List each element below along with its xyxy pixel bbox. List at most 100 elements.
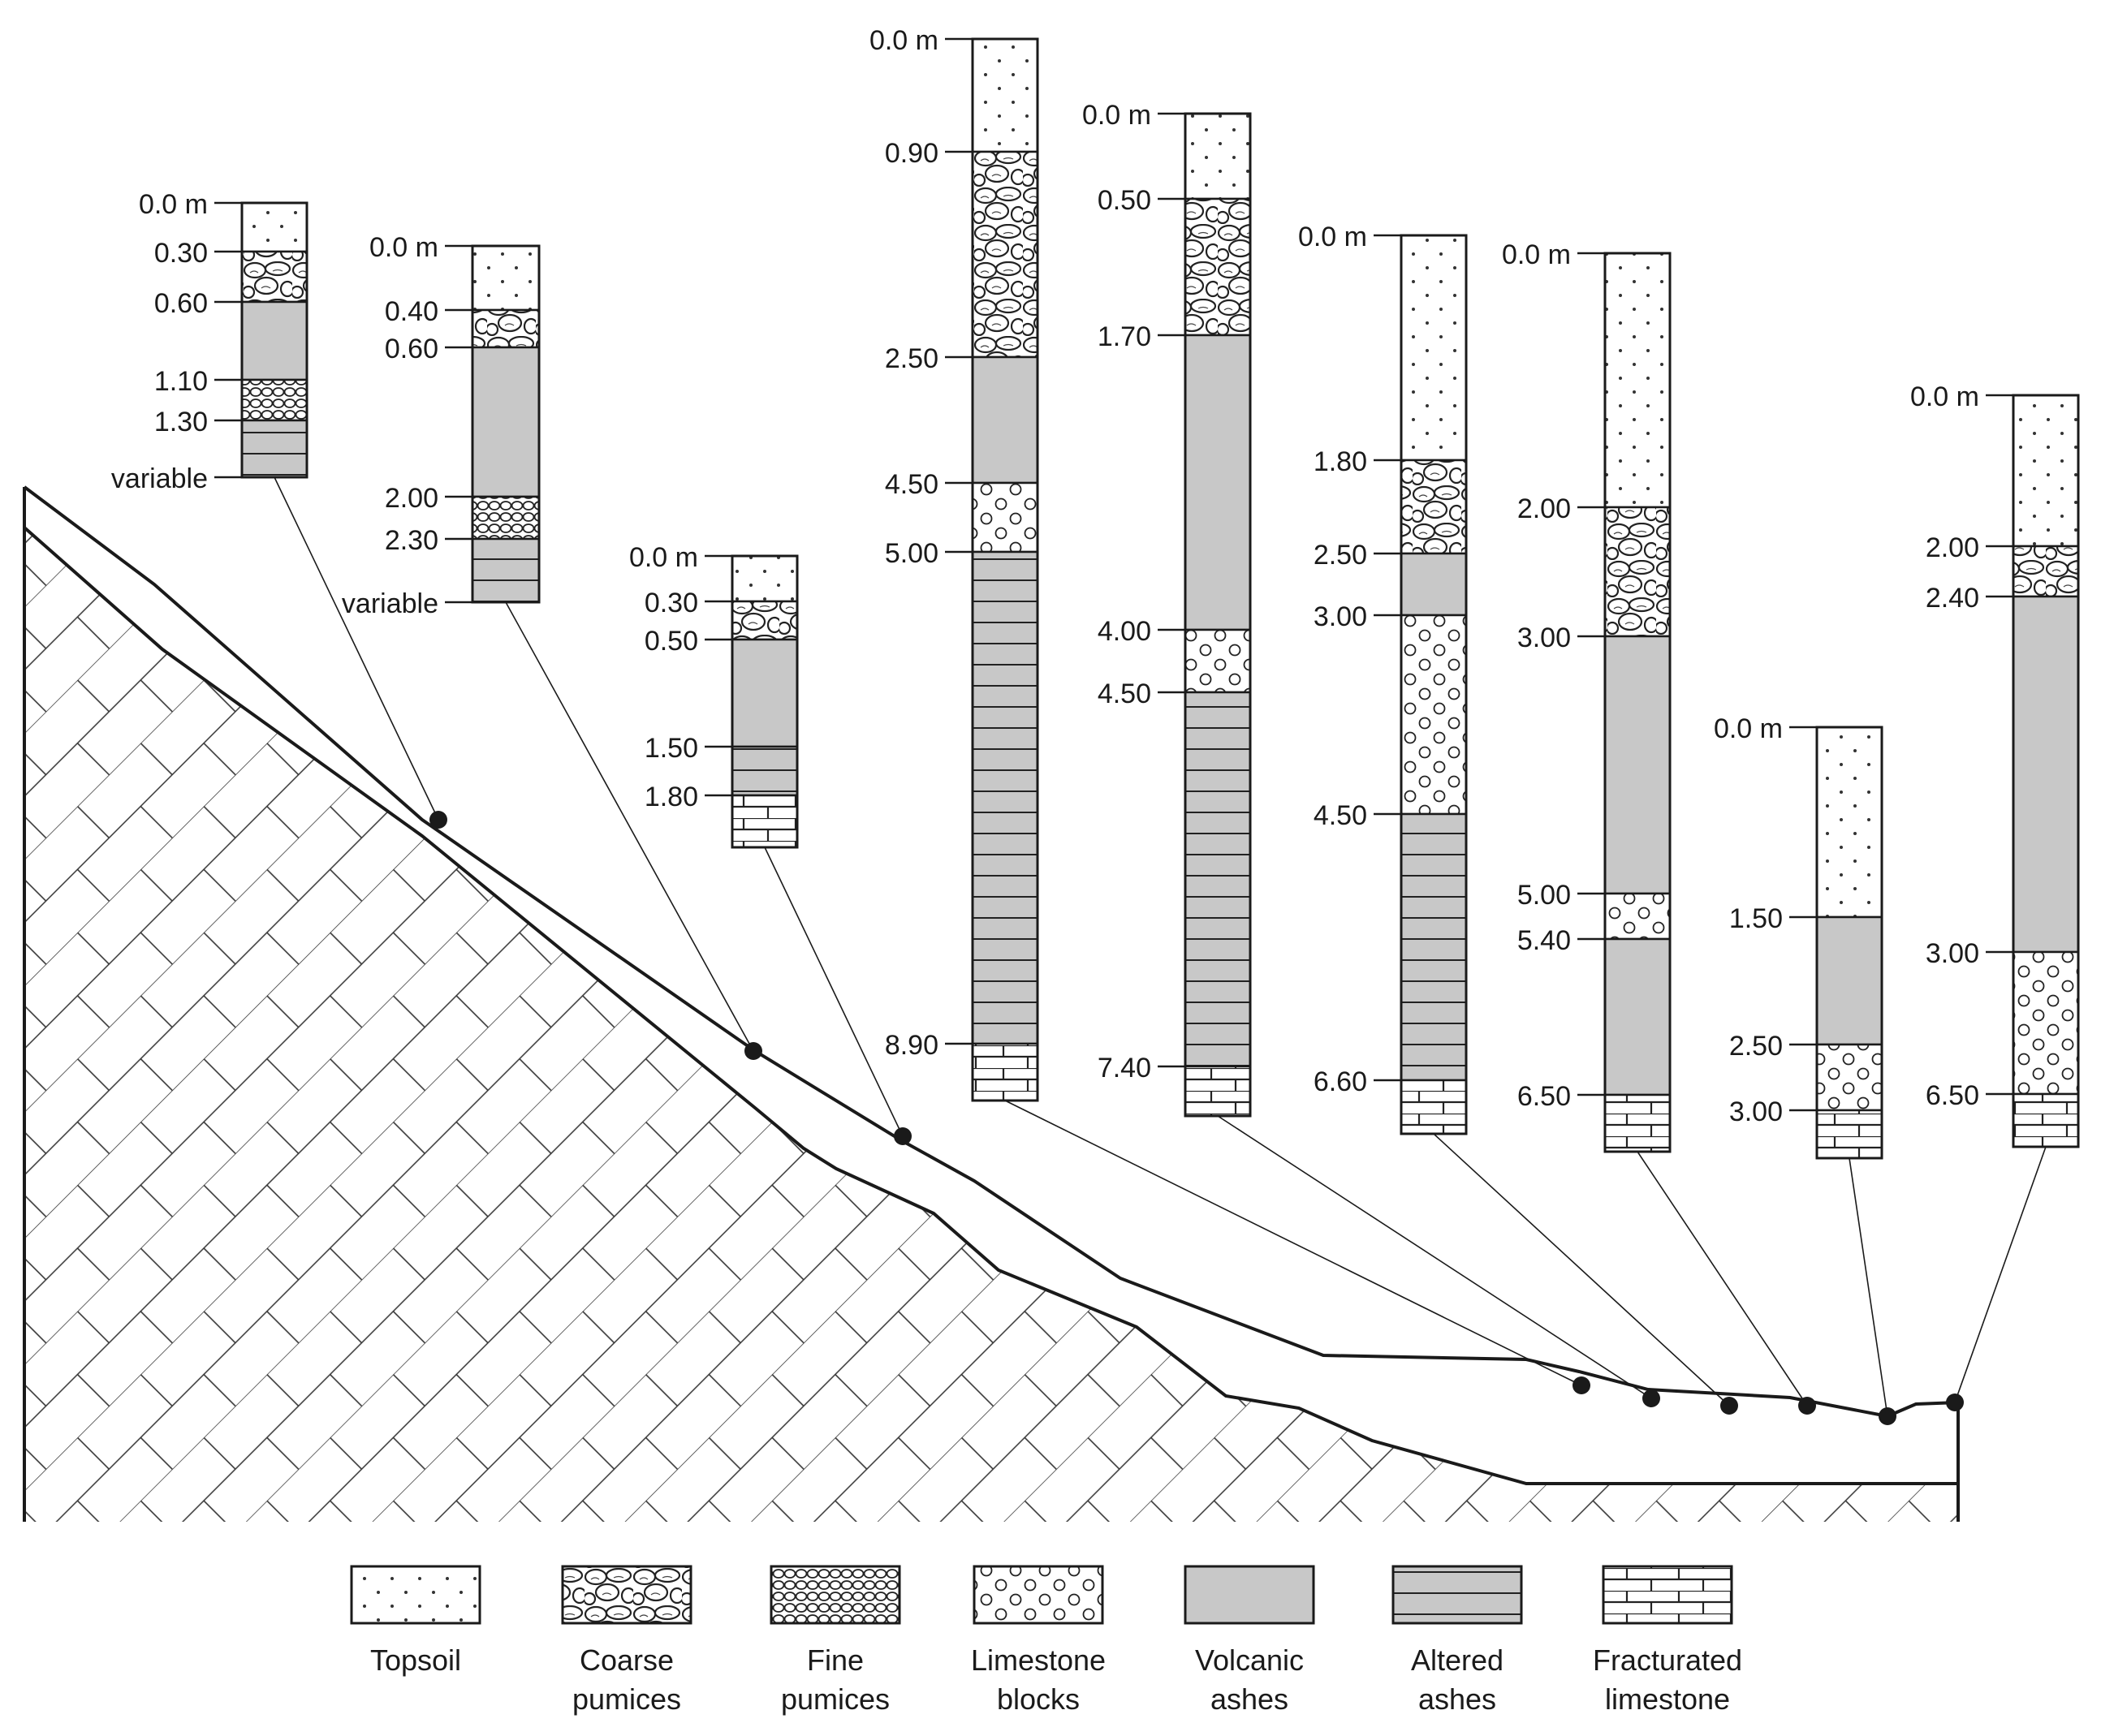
layer-ash <box>240 300 308 381</box>
depth-label: 5.40 <box>1517 925 1571 956</box>
layer-altered <box>971 550 1039 1045</box>
legend-label: Volcanic <box>1195 1643 1304 1677</box>
legend-label: pumices <box>572 1682 681 1716</box>
legend-item-fine: Fine pumices <box>770 1565 901 1716</box>
column-5: 0.0 m 0.50 1.70 4.00 4.50 7.40 <box>1082 100 1252 1118</box>
layer-ash <box>1815 915 1883 1046</box>
legend-label: Coarse <box>580 1643 674 1677</box>
column-outline <box>1815 726 1883 1160</box>
legend-item-limestone_frac: Fracturated limestone <box>1593 1565 1742 1716</box>
layer-limestone_frac <box>731 794 799 849</box>
legend-label: limestone <box>1605 1682 1730 1716</box>
legend-label: Fine <box>807 1643 864 1677</box>
layer-ash <box>1184 334 1252 631</box>
depth-label: 2.50 <box>885 343 938 374</box>
depth-label: 3.00 <box>1926 938 1979 969</box>
layer-blocks <box>2012 950 2080 1096</box>
bedrock-surface <box>23 526 1958 1485</box>
depth-label: 4.50 <box>1314 800 1367 831</box>
sample-point <box>1879 1407 1896 1425</box>
layer-coarse <box>471 308 541 349</box>
depth-label: 1.50 <box>1729 903 1783 934</box>
depth-label: 2.00 <box>1517 493 1571 524</box>
depth-label: 2.50 <box>1314 540 1367 571</box>
depth-label: 0.0 m <box>629 542 698 573</box>
layer-altered <box>731 745 799 797</box>
leader-line <box>274 476 439 821</box>
layer-blocks <box>1400 614 1468 816</box>
depth-label: 4.50 <box>885 469 938 500</box>
layer-ash <box>2012 595 2080 954</box>
layer-fine <box>240 378 308 422</box>
layer-limestone_frac <box>971 1042 1039 1102</box>
depth-label: 0.60 <box>385 334 438 364</box>
column-6: 0.0 m 1.80 2.50 3.00 4.50 6.60 <box>1298 222 1468 1135</box>
legend-label: Altered <box>1411 1643 1503 1677</box>
depth-label: 6.50 <box>1517 1081 1571 1112</box>
depth-label: 2.50 <box>1729 1031 1783 1062</box>
legend-swatch <box>770 1565 901 1625</box>
depth-label: 0.0 m <box>1502 239 1571 270</box>
layer-altered <box>471 537 541 604</box>
column-8: 0.0 m 1.50 2.50 3.00 <box>1714 713 1883 1160</box>
column-9: 0.0 m 2.00 2.40 3.00 6.50 <box>1910 381 2080 1148</box>
column-outline <box>240 201 308 479</box>
sample-point <box>1573 1376 1590 1394</box>
leader-line <box>764 846 904 1137</box>
layer-ash <box>1603 635 1672 895</box>
leader-line <box>1433 1133 1730 1406</box>
legend-item-topsoil: Topsoil <box>350 1565 481 1677</box>
sample-point <box>1720 1397 1738 1415</box>
layer-limestone_frac <box>1184 1065 1252 1118</box>
leader-line <box>1954 1146 2047 1403</box>
legend-label: ashes <box>1418 1682 1496 1716</box>
layer-altered <box>1184 691 1252 1068</box>
layer-coarse <box>2012 545 2080 598</box>
legend-label: Fracturated <box>1593 1643 1742 1677</box>
layer-topsoil <box>1603 252 1672 509</box>
depth-label: 2.00 <box>1926 532 1979 563</box>
depth-label: 1.10 <box>154 366 208 397</box>
leader-line <box>1004 1100 1582 1386</box>
column-outline <box>1603 252 1672 1153</box>
depth-label: 1.30 <box>154 407 208 437</box>
bedrock-fill <box>24 528 1958 1522</box>
sample-point <box>1798 1397 1816 1415</box>
column-outline <box>1184 112 1252 1118</box>
depth-label: 0.50 <box>1098 185 1151 216</box>
layer-ash <box>1603 937 1672 1096</box>
layer-blocks <box>1184 628 1252 694</box>
depth-label: 0.0 m <box>1714 713 1783 744</box>
sample-point <box>1642 1389 1660 1407</box>
ground-surface <box>23 485 1959 1419</box>
layer-coarse <box>971 150 1039 359</box>
depth-label: 3.00 <box>1729 1096 1783 1127</box>
depth-label: variable <box>342 588 438 619</box>
layer-topsoil <box>1815 726 1883 919</box>
depth-label: 6.50 <box>1926 1080 1979 1111</box>
leader-line <box>1637 1151 1808 1406</box>
column-outline <box>1400 234 1468 1135</box>
legend-swatch <box>1602 1565 1733 1625</box>
depth-label: 0.0 m <box>369 232 438 263</box>
depth-label: 0.40 <box>385 296 438 327</box>
legend-swatch <box>350 1565 481 1625</box>
depth-label: 0.0 m <box>869 25 938 56</box>
layer-ash <box>731 638 799 748</box>
depth-label: 1.80 <box>1314 446 1367 477</box>
column-1: 0.0 m 0.30 0.60 1.10 1.30 variable <box>111 189 308 494</box>
layer-topsoil <box>971 37 1039 153</box>
layer-topsoil <box>1400 234 1468 462</box>
layer-coarse <box>1603 506 1672 638</box>
sample-point <box>894 1127 912 1145</box>
column-outline <box>731 554 799 849</box>
depth-label: 2.30 <box>385 525 438 556</box>
depth-label: 0.50 <box>645 626 698 657</box>
legend: Topsoil Coarse pumices Fine pumices Limestone… <box>350 1565 1742 1716</box>
depth-label: 5.00 <box>885 538 938 569</box>
legend-swatch <box>1184 1565 1315 1625</box>
depth-label: 5.00 <box>1517 880 1571 911</box>
